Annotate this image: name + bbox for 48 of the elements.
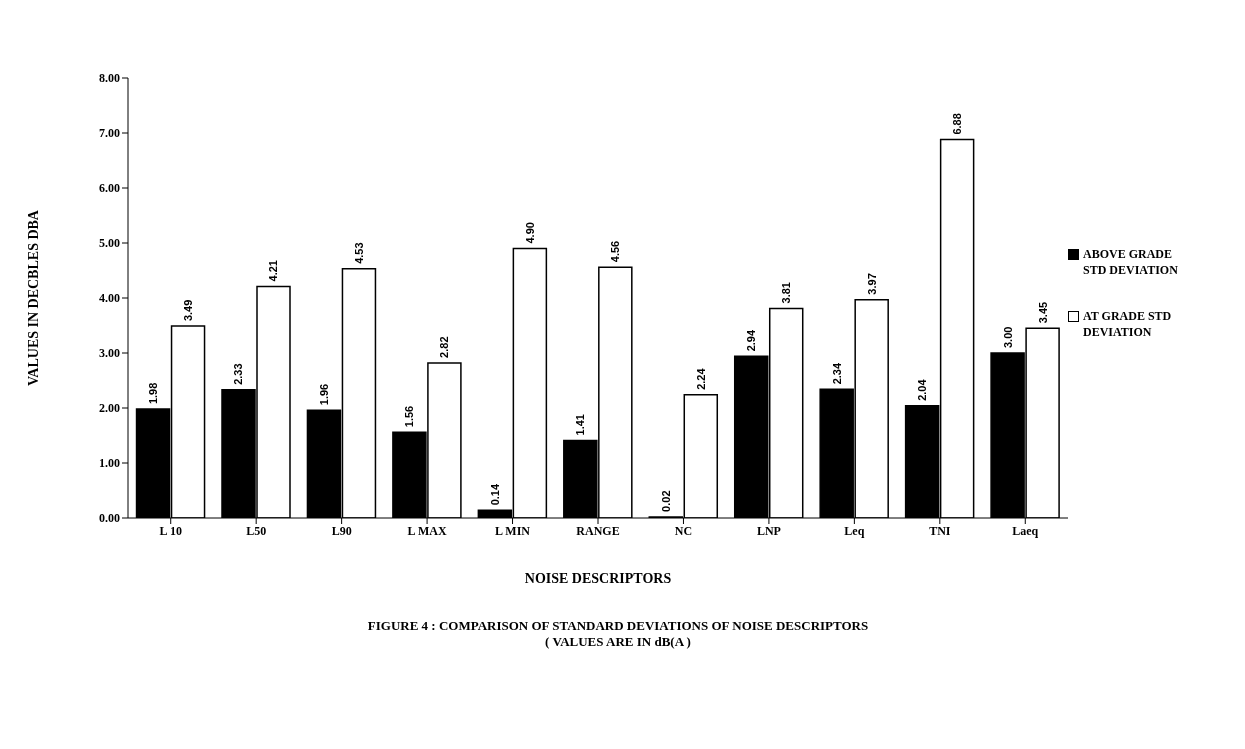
data-label: 3.81: [780, 282, 793, 304]
data-label: 2.04: [916, 378, 929, 401]
y-axis-title: VALUES IN DECBLES DBA: [25, 209, 41, 386]
data-label: 4.21: [267, 260, 280, 282]
data-label: 4.56: [609, 240, 622, 263]
y-tick-label: 2.00: [99, 401, 120, 416]
text: ( VALUES ARE IN dB(A ): [544, 634, 692, 650]
y-tick-label: 1.00: [99, 456, 120, 471]
x-tick-label: Leq: [844, 523, 865, 538]
legend-label: AT GRADE STD DEVIATION: [1083, 308, 1173, 340]
data-label: 6.88: [951, 113, 964, 135]
y-tick-label: 8.00: [99, 71, 120, 86]
x-tick-label: L 10: [159, 523, 182, 538]
data-label: 0.02: [659, 490, 672, 512]
data-label: 4.90: [523, 222, 536, 244]
data-label: 1.56: [403, 405, 416, 428]
y-tick-label: 5.00: [99, 236, 120, 251]
x-tick-label: L MAX: [407, 523, 447, 538]
data-label: 2.24: [694, 367, 707, 390]
data-label: 2.34: [830, 362, 843, 385]
data-label: 4.53: [352, 242, 365, 264]
x-tick-label: TNI: [929, 523, 951, 538]
data-label: 1.41: [574, 414, 587, 436]
y-tick-label: 3.00: [99, 346, 120, 361]
data-label: 3.49: [182, 299, 195, 322]
text: FIGURE 4 : COMPARISON OF STANDARD DEVIATIONS OF NOISE DESCRIPTORS: [366, 618, 870, 634]
x-axis-title: NOISE DESCRIPTORS: [524, 571, 672, 586]
data-label: 0.14: [488, 483, 501, 506]
data-label: 3.00: [1001, 326, 1014, 348]
data-label: 1.98: [147, 382, 160, 405]
x-tick-label: L50: [246, 523, 267, 538]
y-tick-label: 4.00: [99, 291, 120, 306]
data-label: 2.94: [745, 329, 758, 352]
data-label: 2.33: [232, 363, 245, 385]
x-tick-label: RANGE: [576, 523, 620, 538]
x-tick-label: LNP: [756, 523, 781, 538]
legend-label: ABOVE GRADE STD DEVIATION: [1083, 246, 1179, 278]
y-tick-label: 0.00: [99, 511, 120, 526]
x-tick-label: Laeq: [1012, 523, 1039, 538]
x-tick-label: L MIN: [495, 523, 531, 538]
data-label: 1.96: [317, 383, 330, 406]
x-tick-label: L90: [331, 523, 352, 538]
data-label: 2.82: [438, 336, 451, 358]
x-tick-label: NC: [674, 523, 693, 538]
data-label: 3.97: [865, 273, 878, 295]
y-tick-label: 7.00: [99, 126, 120, 141]
data-label: 3.45: [1036, 301, 1049, 324]
y-tick-label: 6.00: [99, 181, 120, 196]
